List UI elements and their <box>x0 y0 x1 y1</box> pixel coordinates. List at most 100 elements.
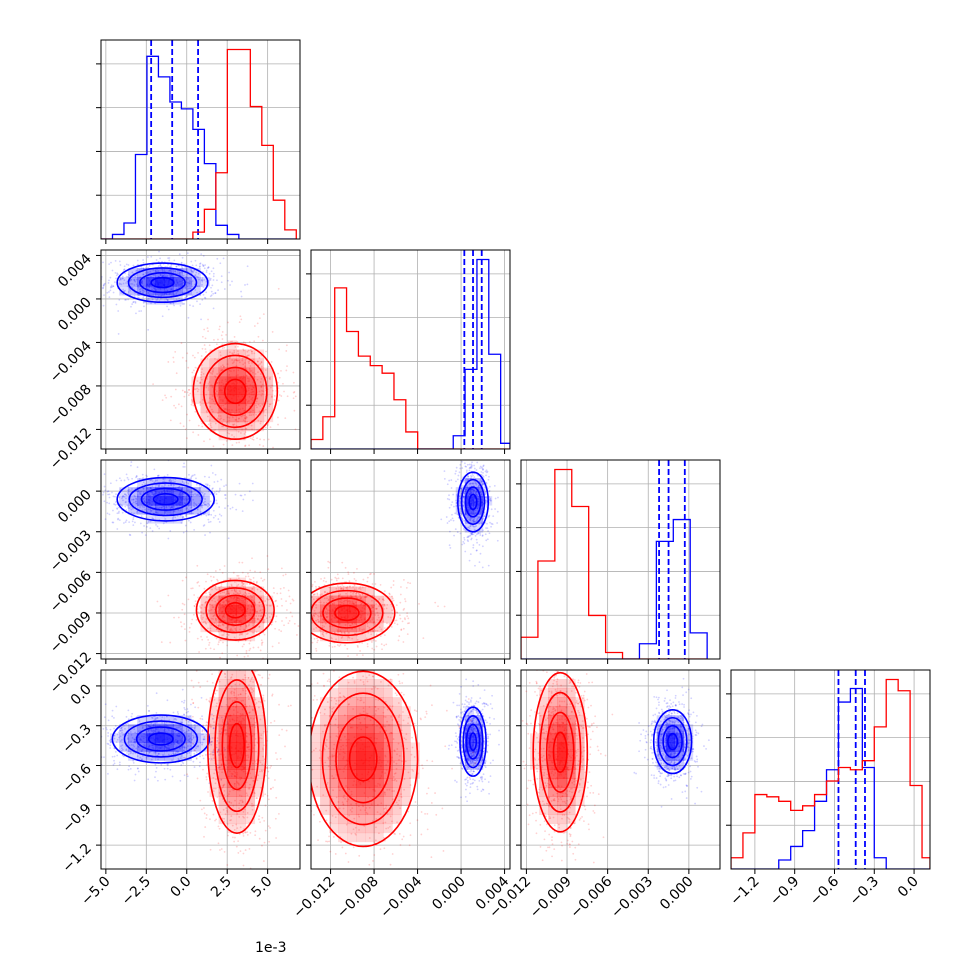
grid-lines <box>105 40 269 239</box>
x-ticks-p4: −1.2 −0.9 −0.6 −0.3 0.0 <box>727 869 922 909</box>
contour-level <box>652 708 693 775</box>
scatter-p2-p4 <box>311 670 500 869</box>
grid-lines <box>101 670 300 869</box>
x-ticks-p1: −5.0 −2.5 0.0 2.5 5.0 <box>78 869 275 909</box>
contour-level <box>224 602 246 619</box>
hist-grid <box>726 693 930 826</box>
hist-grid <box>516 483 720 616</box>
contour-level <box>322 597 372 629</box>
contour-level <box>128 482 203 517</box>
axes-frame <box>310 459 511 660</box>
grid-lines <box>101 250 300 449</box>
contour-level <box>462 714 484 769</box>
y-tick-label: −0.006 <box>47 568 95 616</box>
histogram-p4-series-0 <box>731 687 930 869</box>
contour-level <box>214 679 260 813</box>
contour-level <box>147 732 174 746</box>
axes-frame <box>100 39 301 240</box>
contour-level <box>123 720 199 758</box>
hist-grid <box>96 63 300 196</box>
x-ticks-p3 <box>525 659 690 664</box>
contour-level <box>202 354 268 429</box>
contour-level <box>139 272 186 294</box>
axes-frame <box>310 249 511 450</box>
x-tick-label: −1.2 <box>727 874 762 909</box>
contour-level <box>335 714 392 804</box>
contour-level <box>213 366 258 417</box>
histogram-p2-series-1 <box>311 287 510 449</box>
y-tick-label: −0.3 <box>59 721 94 756</box>
y-tick-label: −1.2 <box>59 841 94 876</box>
x-ticks-p1 <box>105 449 269 454</box>
y-tick-label: 0.000 <box>55 487 95 527</box>
grid-lines <box>526 460 690 659</box>
x-tick-label: 0.0 <box>168 874 195 901</box>
axes-frame <box>100 669 301 870</box>
contour-level <box>464 486 482 518</box>
contour-level <box>321 692 405 826</box>
x-tick-label: 0.000 <box>657 874 697 914</box>
y-tick-label: −0.009 <box>47 608 95 656</box>
y-tick-label: 0.004 <box>55 251 95 291</box>
axes-frame <box>520 459 721 660</box>
scatter-p1-p3 <box>102 460 300 659</box>
x-tick-label: 0.000 <box>429 874 469 914</box>
scatter-p1-p2 <box>101 250 297 449</box>
contour-level <box>221 701 253 791</box>
x-tick-label: −0.3 <box>847 874 882 909</box>
contour-level <box>116 476 216 522</box>
contour-level <box>152 493 179 506</box>
contour-level <box>460 478 486 526</box>
contour-level <box>140 487 191 511</box>
contour-level <box>111 714 211 764</box>
contour-level <box>539 691 582 813</box>
y-ticks-p4 <box>306 685 311 846</box>
contour-level <box>206 670 267 834</box>
x-offset-label: 1e-3 <box>255 940 286 956</box>
x-tick-label: 2.5 <box>208 874 235 901</box>
x-tick-label: −0.6 <box>807 873 842 908</box>
x-tick-label: 5.0 <box>248 874 275 901</box>
y-tick-label: −0.008 <box>47 381 95 429</box>
scatter-p3-p4 <box>521 670 710 869</box>
contour-level <box>545 711 575 793</box>
contour-level <box>457 471 490 533</box>
y-ticks-p4 <box>516 685 521 846</box>
contour-level <box>223 378 247 405</box>
contour-level <box>215 594 256 626</box>
x-ticks-p1 <box>105 659 269 664</box>
y-tick-label: 0.0 <box>68 681 95 708</box>
contour-level <box>334 604 360 622</box>
axes-frame <box>310 669 511 870</box>
scatter-p2-p3 <box>311 460 499 659</box>
contour-level <box>465 723 481 760</box>
y-tick-label: −0.003 <box>47 527 95 575</box>
contour-level <box>127 267 198 299</box>
x-tick-label: −0.003 <box>608 874 656 922</box>
contour-level <box>552 731 568 773</box>
x-tick-label: −0.004 <box>377 873 425 921</box>
contour-level <box>662 724 683 759</box>
grid-lines <box>330 250 505 449</box>
contour-level <box>459 706 487 777</box>
contour-level <box>150 276 175 289</box>
x-ticks-p1 <box>105 239 269 244</box>
contour-level <box>205 587 266 634</box>
axes-frame <box>730 669 931 870</box>
contour-level <box>468 493 478 511</box>
histogram-p1-series-0 <box>101 55 297 239</box>
contour-level <box>532 671 589 833</box>
y-tick-label: −0.004 <box>47 338 95 386</box>
axes-frame <box>100 459 301 660</box>
hist-grid <box>306 273 510 406</box>
contour-level <box>311 589 384 637</box>
scatter-p1-p4 <box>101 670 292 869</box>
histogram-p3-series-0 <box>521 518 708 659</box>
contour-level <box>468 732 478 752</box>
axes-frame <box>520 669 721 870</box>
contour-level <box>135 726 186 752</box>
contour-level <box>667 732 679 751</box>
